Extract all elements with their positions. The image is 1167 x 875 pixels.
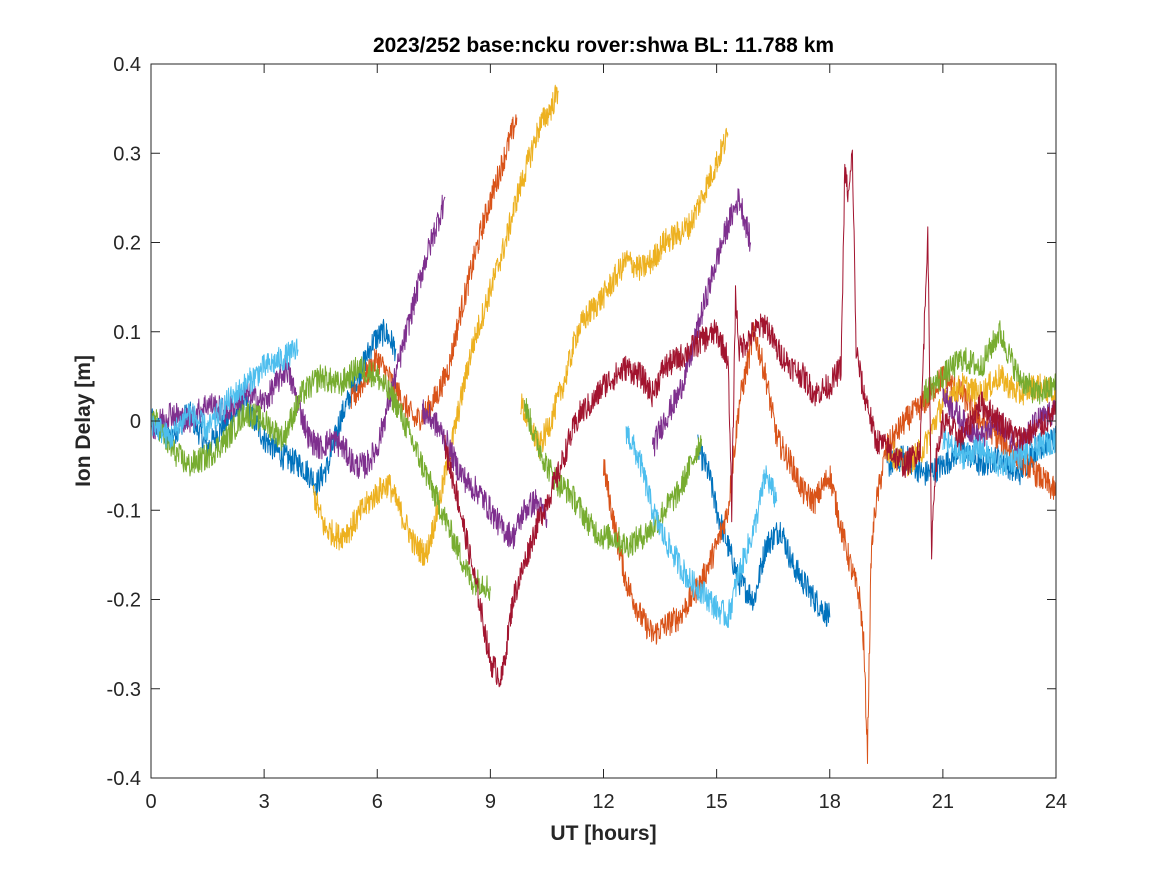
series-line-15 [150,338,299,449]
y-tick-label: -0.3 [107,679,141,701]
x-tick-label: 15 [706,791,728,813]
series-line-14 [923,320,1057,408]
x-tick-label: 0 [145,791,156,813]
x-axis-label: UT [hours] [550,822,656,845]
series-line-12 [150,356,491,601]
plot-area [151,64,1056,778]
series-line-1 [697,434,831,627]
series-line-7 [885,364,1057,477]
series-line-18 [444,149,1057,688]
y-tick-label: 0.2 [113,233,141,255]
x-tick-label: 6 [372,791,383,813]
series-line-16 [625,425,778,628]
y-tick-label: -0.2 [107,590,141,612]
series-line-10 [652,188,752,457]
y-tick-label: -0.1 [107,500,141,522]
series-line-17 [942,426,1057,477]
series-group [150,84,1057,764]
series-line-6 [520,127,729,459]
y-tick-label: 0.1 [113,322,141,344]
x-tick-label: 21 [932,791,954,813]
series-line-3 [350,114,518,431]
x-tick-label: 9 [485,791,496,813]
series-line-4 [603,322,1057,764]
series-line-5 [312,84,559,566]
ticks-group: 0 3 6 9 12 15 18 21 24 -0.4 -0.3 -0.2 -0.1 0 0.1 0.2 0.3… [107,54,1068,813]
y-axis-label: Ion Delay [m] [72,355,95,487]
series-line-13 [523,398,702,558]
y-tick-label: 0.4 [113,54,141,76]
y-tick-label: 0.3 [113,143,141,165]
x-tick-label: 3 [259,791,270,813]
y-tick-label: 0 [130,411,141,433]
x-tick-label: 18 [819,791,841,813]
series-line-9 [422,399,548,550]
chart-title: 2023/252 base:ncku rover:shwa BL: 11.788… [373,34,834,57]
x-tick-label: 12 [592,791,614,813]
x-tick-label: 24 [1045,791,1067,813]
y-tick-label: -0.4 [107,768,141,790]
